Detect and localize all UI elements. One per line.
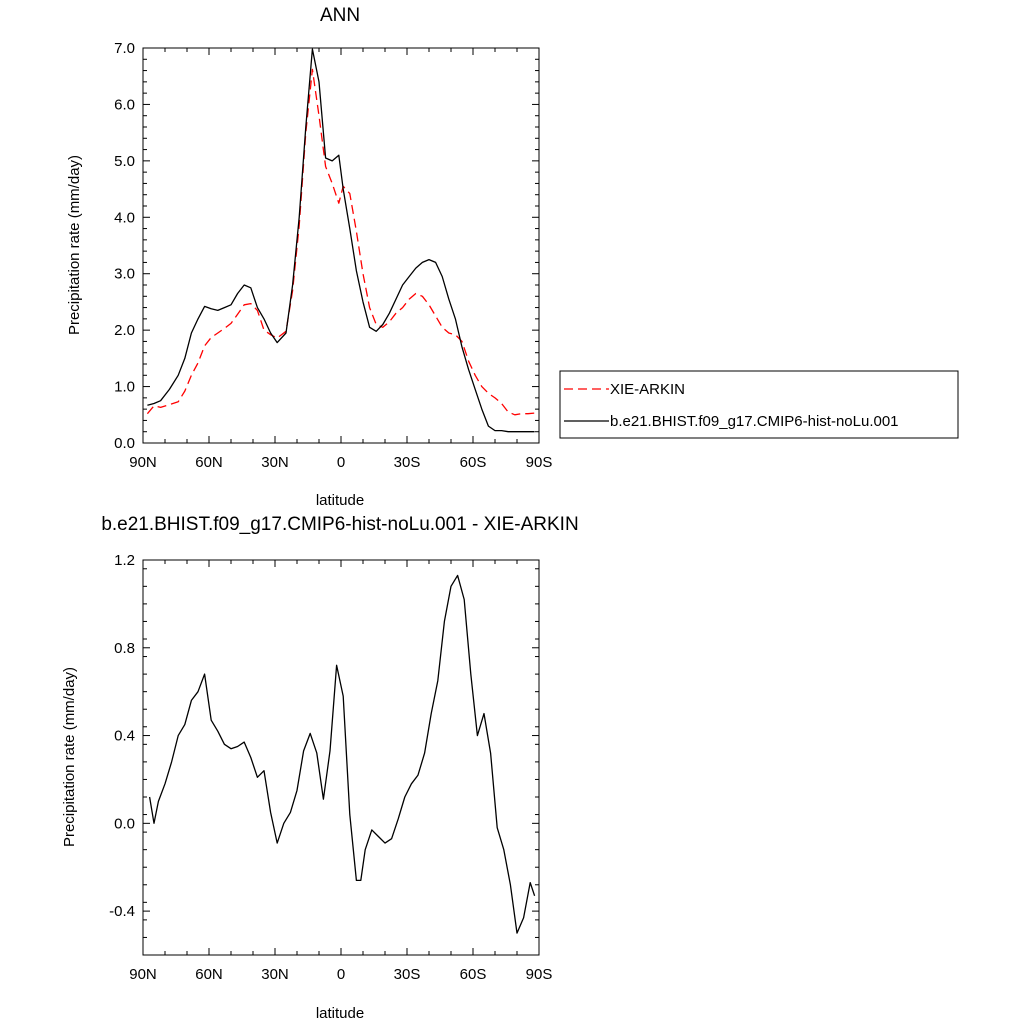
y-tick-label: 3.0 xyxy=(114,266,135,283)
series-lines xyxy=(148,574,536,934)
x-tick-label: 60S xyxy=(460,966,487,983)
x-axis-label: latitude xyxy=(316,492,364,509)
y-tick-label: 0.8 xyxy=(114,640,135,657)
y-tick-label: 0.0 xyxy=(114,815,135,832)
x-tick-label: 60S xyxy=(460,454,487,471)
axis-ticks: 90N 60N 30N 0 30S 60S 90S -0.4 0.0 0.4 0.8 1.2 xyxy=(109,552,552,983)
chart-panel-difference: b.e21.BHIST.f09_g17.CMIP6-hist-noLu.001 … xyxy=(61,514,579,1022)
plot-frame xyxy=(142,47,540,444)
x-tick-label: 30N xyxy=(261,966,289,983)
x-tick-label: 30S xyxy=(394,966,421,983)
legend: XIE-ARKIN b.e21.BHIST.f09_g17.CMIP6-hist… xyxy=(559,370,959,439)
series-line-xie-arkin xyxy=(146,68,535,416)
legend-label-model: b.e21.BHIST.f09_g17.CMIP6-hist-noLu.001 xyxy=(610,413,899,430)
x-tick-label: 0 xyxy=(337,966,345,983)
x-tick-label: 0 xyxy=(337,454,345,471)
series-lines xyxy=(146,48,535,433)
y-tick-label: 5.0 xyxy=(114,153,135,170)
legend-label-xie-arkin: XIE-ARKIN xyxy=(610,381,685,398)
x-tick-label: 60N xyxy=(195,454,223,471)
y-axis-label: Precipitation rate (mm/day) xyxy=(61,667,78,847)
y-tick-label: 6.0 xyxy=(114,96,135,113)
plot-frame xyxy=(142,559,540,956)
x-tick-label: 60N xyxy=(195,966,223,983)
x-tick-label: 90S xyxy=(526,454,553,471)
x-tick-label: 90N xyxy=(129,454,157,471)
x-tick-label: 30S xyxy=(394,454,421,471)
series-line-series-0 xyxy=(148,574,536,934)
x-tick-label: 90N xyxy=(129,966,157,983)
y-tick-label: 7.0 xyxy=(114,40,135,57)
y-tick-label: 0.4 xyxy=(114,728,135,745)
chart-title: ANN xyxy=(320,5,360,26)
y-tick-label: -0.4 xyxy=(109,903,135,920)
y-tick-label: 4.0 xyxy=(114,209,135,226)
y-tick-label: 1.2 xyxy=(114,552,135,569)
chart-panel-annual: ANN latitude Precipitation rate (mm/day)… xyxy=(66,5,959,509)
y-axis-label: Precipitation rate (mm/day) xyxy=(66,155,83,335)
series-line-b-e21-bhist-f09-g17-cmip6-hist-nolu-001 xyxy=(147,48,535,433)
chart-title: b.e21.BHIST.f09_g17.CMIP6-hist-noLu.001 … xyxy=(101,514,578,535)
axis-ticks: 90N 60N 30N 0 30S 60S 90S 0.0 1.0 2.0 3.0 4.0 5.0 6.0… xyxy=(114,40,552,471)
x-tick-label: 90S xyxy=(526,966,553,983)
x-tick-label: 30N xyxy=(261,454,289,471)
y-tick-label: 0.0 xyxy=(114,435,135,452)
y-tick-label: 2.0 xyxy=(114,322,135,339)
legend-box xyxy=(559,370,959,439)
y-tick-label: 1.0 xyxy=(114,379,135,396)
x-axis-label: latitude xyxy=(316,1005,364,1022)
